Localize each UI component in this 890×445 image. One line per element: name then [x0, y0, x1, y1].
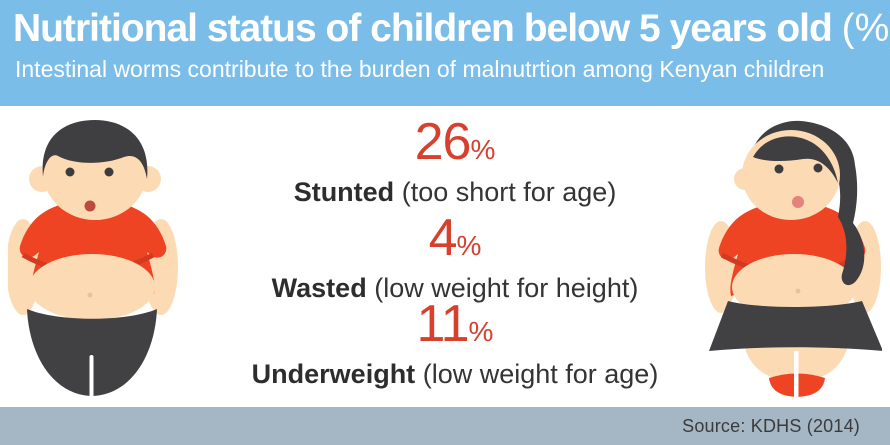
stat-wasted: 4% Wasted (low weight for height): [205, 212, 705, 303]
stat-description: (low weight for age): [422, 359, 659, 389]
stat-wasted-number: 4: [428, 209, 458, 267]
source-text: Source: KDHS (2014): [682, 415, 860, 436]
stat-description: (low weight for height): [374, 273, 639, 303]
stat-underweight-value: 11%: [205, 298, 705, 358]
overweight-girl-illustration: [697, 115, 882, 405]
stat-underweight-number: 11: [416, 295, 470, 353]
percent-sign: %: [470, 134, 496, 165]
stat-term: Wasted: [271, 273, 367, 303]
stat-stunted-number: 26: [414, 113, 472, 171]
stat-wasted-value: 4%: [205, 212, 705, 272]
stat-stunted-label: Stunted (too short for age): [205, 177, 705, 207]
header-banner: Nutritional status of children below 5 y…: [0, 0, 890, 106]
stats-column: 26% Stunted (too short for age) 4% Waste…: [205, 0, 705, 445]
source-bar: Source: KDHS (2014): [0, 407, 890, 445]
page-title-unit: (%): [841, 7, 890, 50]
page-subtitle: Intestinal worms contribute to the burde…: [15, 56, 825, 82]
stat-stunted-value: 26%: [205, 116, 705, 176]
overweight-boy-illustration: [8, 115, 178, 405]
percent-sign: %: [468, 316, 494, 347]
stat-wasted-label: Wasted (low weight for height): [205, 273, 705, 303]
stat-term: Underweight: [251, 359, 416, 389]
stat-stunted: 26% Stunted (too short for age): [205, 116, 705, 207]
page-title-text: Nutritional status of children below 5 y…: [13, 7, 833, 50]
percent-sign: %: [456, 230, 482, 261]
stat-underweight: 11% Underweight (low weight for age): [205, 298, 705, 389]
stat-description: (too short for age): [401, 177, 617, 207]
stat-term: Stunted: [293, 177, 395, 207]
page-title: Nutritional status of children below 5 y…: [13, 5, 890, 53]
stat-underweight-label: Underweight (low weight for age): [205, 359, 705, 389]
